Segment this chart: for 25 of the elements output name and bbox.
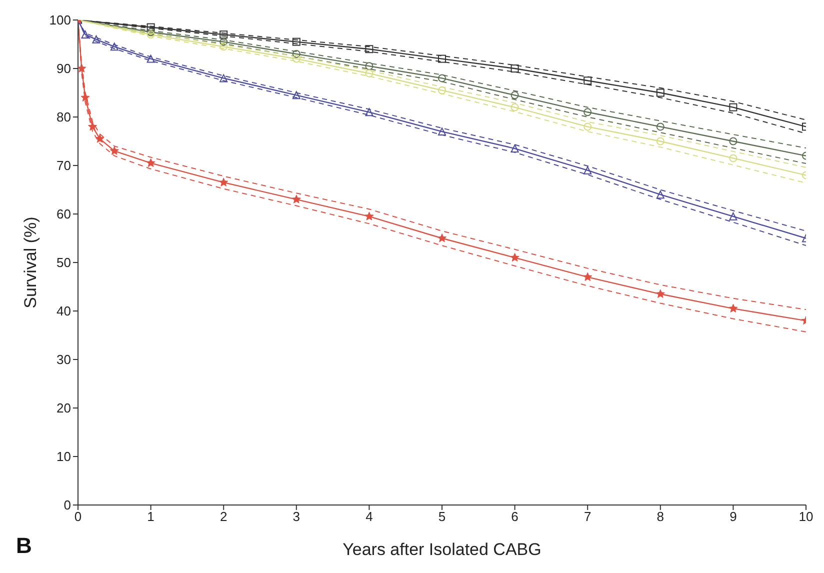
x-tick-label: 0 — [74, 509, 82, 524]
y-tick-label: 50 — [56, 255, 71, 270]
y-tick-label: 0 — [64, 498, 71, 513]
x-tick-label: 8 — [656, 509, 664, 524]
y-axis-title: Survival (%) — [21, 216, 40, 308]
y-tick-label: 90 — [56, 61, 71, 76]
x-tick-label: 4 — [366, 509, 373, 524]
y-tick-label: 100 — [49, 12, 71, 28]
y-tick-label: 30 — [56, 352, 71, 368]
x-tick-label: 5 — [438, 509, 446, 524]
x-tick-label: 6 — [511, 509, 518, 524]
x-axis-title: Years after Isolated CABG — [342, 540, 542, 559]
x-tick-label: 2 — [220, 509, 228, 524]
y-tick-label: 70 — [56, 158, 71, 174]
x-tick-label: 1 — [147, 509, 154, 524]
y-tick-label: 40 — [56, 304, 71, 319]
y-tick-label: 20 — [56, 400, 71, 416]
x-tick-label: 7 — [584, 509, 592, 524]
y-tick-label: 10 — [56, 449, 71, 464]
x-tick-label: 10 — [798, 509, 814, 524]
text: B — [16, 533, 32, 559]
y-tick-label: 60 — [56, 206, 71, 222]
x-tick-label: 9 — [730, 509, 737, 524]
y-tick-label: 80 — [56, 110, 71, 125]
x-tick-label: 3 — [292, 509, 300, 524]
